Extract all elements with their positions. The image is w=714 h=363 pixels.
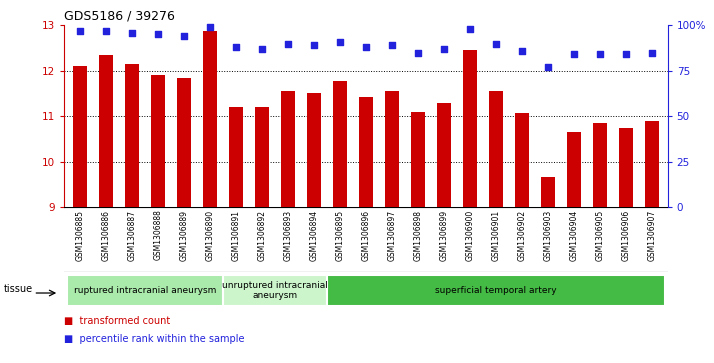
Text: GSM1306891: GSM1306891 <box>231 209 241 261</box>
Bar <box>255 107 269 207</box>
Bar <box>358 97 373 207</box>
Point <box>386 42 398 48</box>
Bar <box>333 81 347 207</box>
Point <box>620 52 632 57</box>
Bar <box>645 121 659 207</box>
Point <box>152 32 164 37</box>
Point <box>412 50 423 56</box>
Text: GSM1306892: GSM1306892 <box>258 209 266 261</box>
Bar <box>327 275 665 306</box>
Text: ■  percentile rank within the sample: ■ percentile rank within the sample <box>64 334 245 344</box>
Bar <box>99 55 113 207</box>
Bar <box>307 93 321 207</box>
Text: GSM1306893: GSM1306893 <box>283 209 293 261</box>
Text: ruptured intracranial aneurysm: ruptured intracranial aneurysm <box>74 286 216 295</box>
Bar <box>437 102 451 207</box>
Text: GDS5186 / 39276: GDS5186 / 39276 <box>64 9 175 22</box>
Point <box>230 44 241 50</box>
Bar <box>489 91 503 207</box>
Text: superficial temporal artery: superficial temporal artery <box>435 286 557 295</box>
Bar <box>515 113 529 207</box>
Point <box>542 64 553 70</box>
Text: GSM1306905: GSM1306905 <box>595 209 605 261</box>
Point <box>568 52 580 57</box>
Point <box>646 50 658 56</box>
Text: GSM1306906: GSM1306906 <box>621 209 630 261</box>
Text: ■  transformed count: ■ transformed count <box>64 316 171 326</box>
Bar <box>411 112 425 207</box>
Text: GSM1306902: GSM1306902 <box>518 209 526 261</box>
Text: GSM1306894: GSM1306894 <box>309 209 318 261</box>
Text: GSM1306907: GSM1306907 <box>648 209 656 261</box>
Text: GSM1306886: GSM1306886 <box>101 209 111 261</box>
Text: GSM1306898: GSM1306898 <box>413 209 423 261</box>
Bar <box>540 178 555 207</box>
Text: GSM1306901: GSM1306901 <box>491 209 501 261</box>
Point <box>308 42 320 48</box>
Point <box>126 30 138 36</box>
Text: GSM1306890: GSM1306890 <box>206 209 214 261</box>
Text: GSM1306904: GSM1306904 <box>570 209 578 261</box>
Text: tissue: tissue <box>4 284 33 294</box>
Bar <box>223 275 327 306</box>
Text: GSM1306900: GSM1306900 <box>466 209 474 261</box>
Bar <box>463 50 477 207</box>
Bar <box>567 132 581 207</box>
Bar <box>125 64 139 207</box>
Point <box>516 48 528 54</box>
Bar <box>177 78 191 207</box>
Point <box>178 33 190 39</box>
Text: GSM1306897: GSM1306897 <box>388 209 396 261</box>
Text: GSM1306888: GSM1306888 <box>154 209 162 260</box>
Point <box>204 24 216 30</box>
Bar <box>203 31 217 207</box>
Text: unruptured intracranial
aneurysm: unruptured intracranial aneurysm <box>222 281 328 300</box>
Text: GSM1306896: GSM1306896 <box>361 209 371 261</box>
Bar <box>385 91 399 207</box>
Bar <box>67 275 223 306</box>
Bar <box>73 66 87 207</box>
Bar <box>151 75 165 207</box>
Point <box>491 41 502 46</box>
Point <box>594 52 605 57</box>
Text: GSM1306895: GSM1306895 <box>336 209 344 261</box>
Text: GSM1306885: GSM1306885 <box>76 209 84 261</box>
Text: GSM1306887: GSM1306887 <box>127 209 136 261</box>
Point <box>334 39 346 45</box>
Bar <box>228 107 243 207</box>
Text: GSM1306889: GSM1306889 <box>179 209 188 261</box>
Point <box>74 28 86 34</box>
Point <box>282 41 293 46</box>
Text: GSM1306899: GSM1306899 <box>439 209 448 261</box>
Point <box>360 44 371 50</box>
Point <box>438 46 450 52</box>
Bar <box>593 123 607 207</box>
Point <box>464 26 476 32</box>
Point <box>256 46 268 52</box>
Bar <box>281 91 295 207</box>
Text: GSM1306903: GSM1306903 <box>543 209 553 261</box>
Bar <box>619 127 633 207</box>
Point <box>100 28 111 34</box>
